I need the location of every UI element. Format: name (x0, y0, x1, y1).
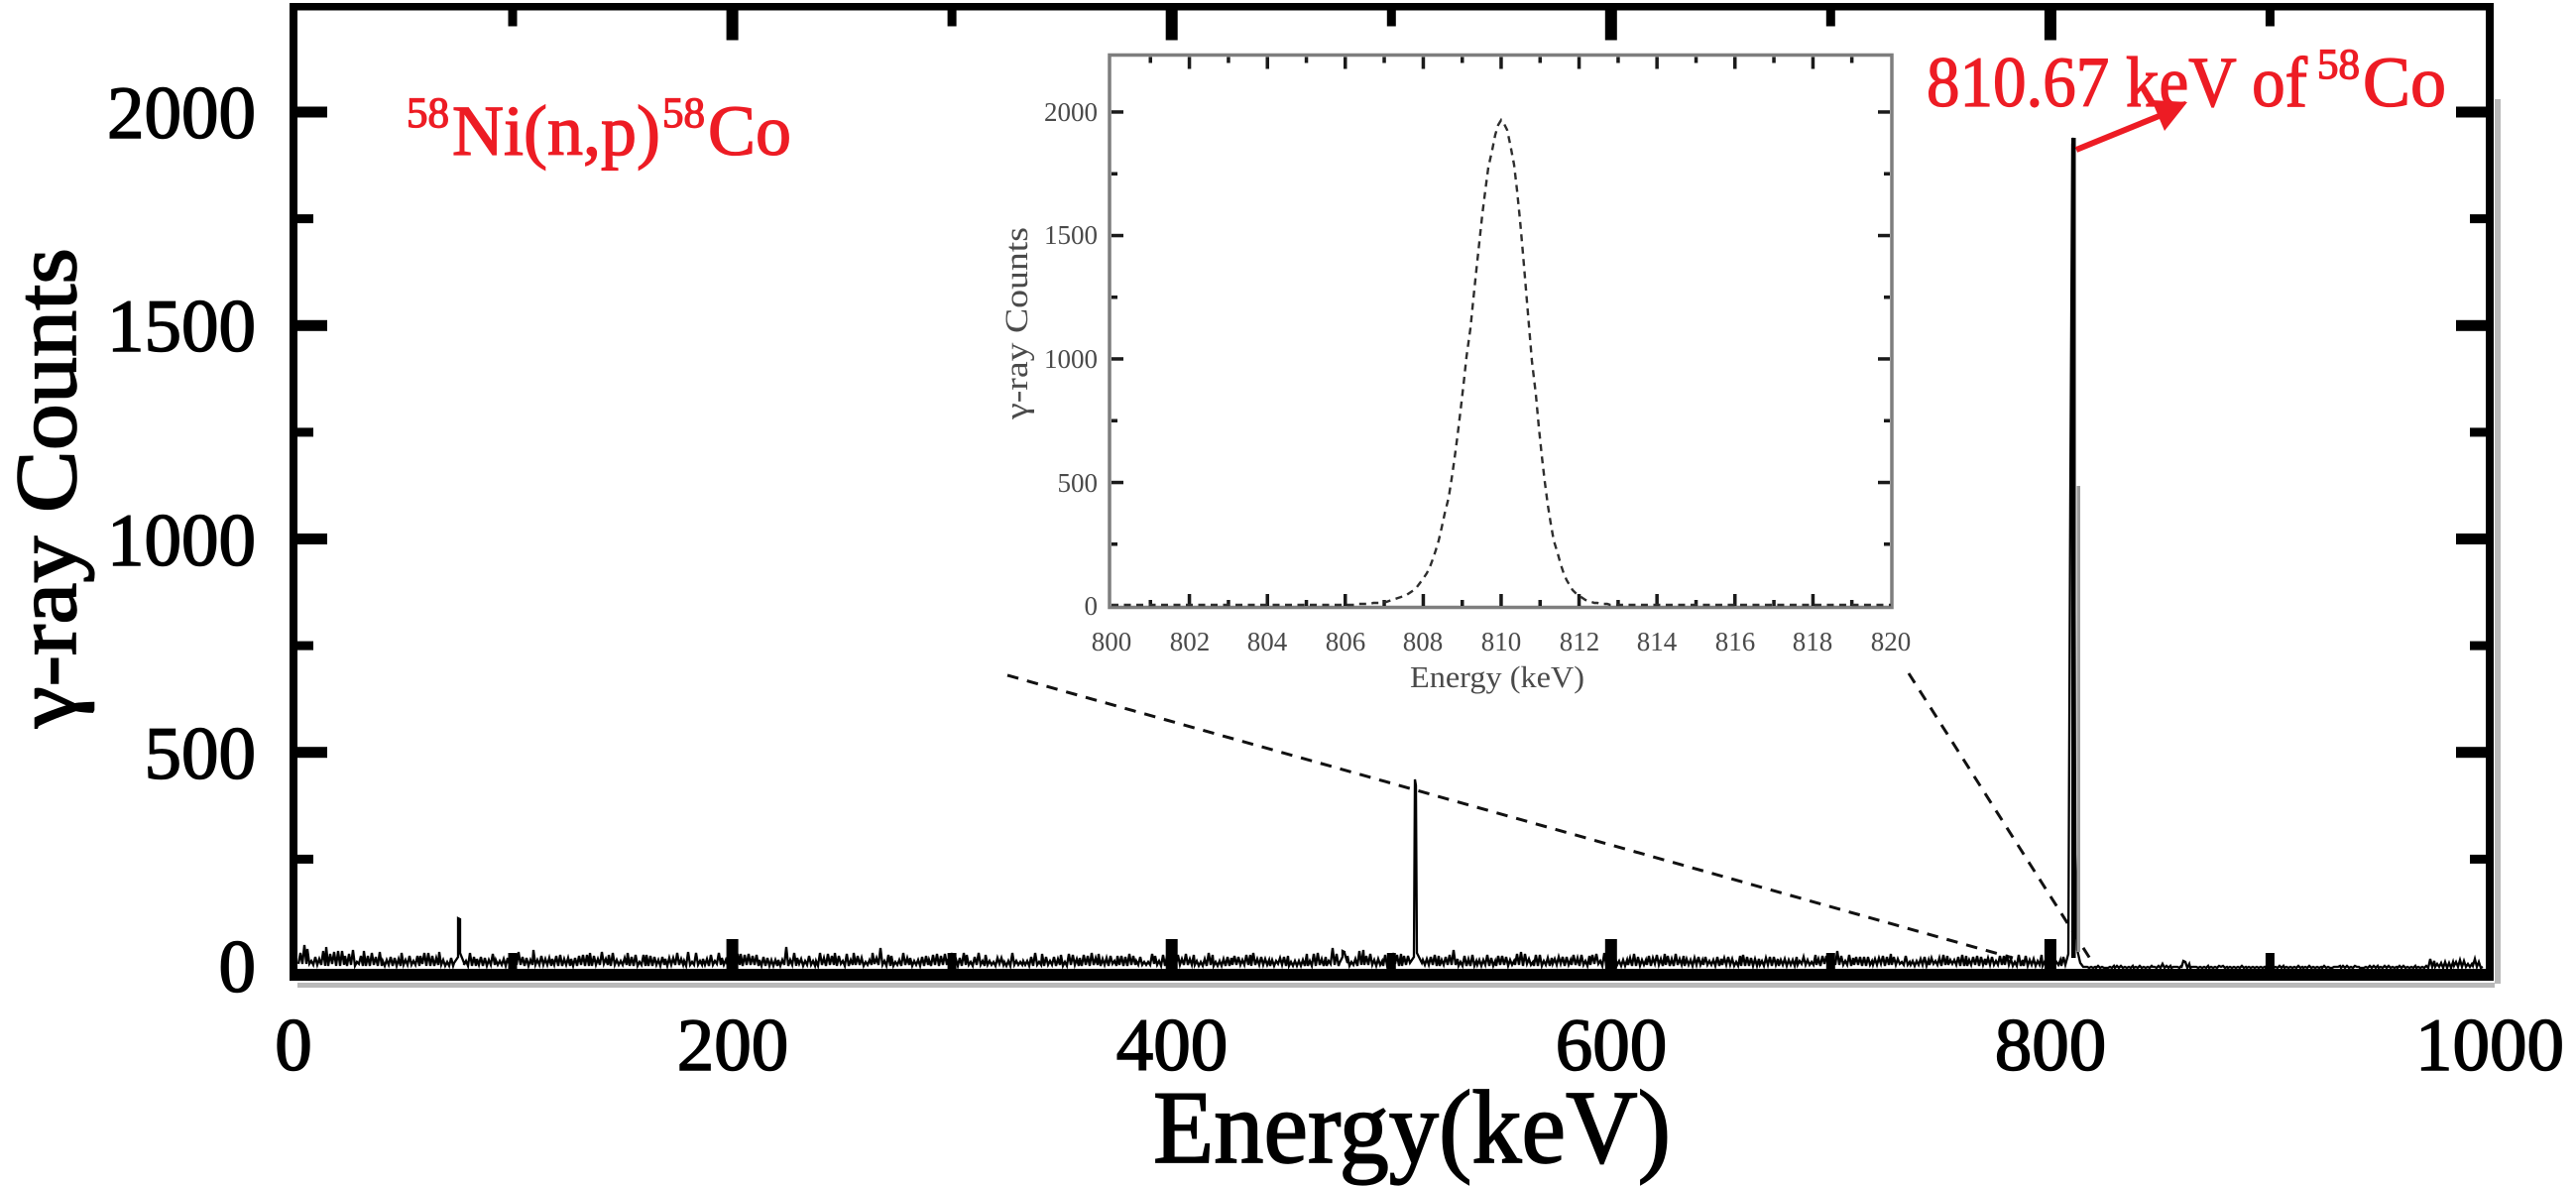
svg-text:820: 820 (1871, 627, 1912, 656)
svg-text:200: 200 (677, 1005, 789, 1087)
svg-text:1000: 1000 (1044, 344, 1098, 374)
svg-text:818: 818 (1793, 627, 1833, 656)
svg-text:812: 812 (1560, 627, 1600, 656)
svg-text:Ni(n,p): Ni(n,p) (452, 91, 660, 171)
svg-text:816: 816 (1715, 627, 1756, 656)
svg-text:1500: 1500 (107, 286, 256, 368)
svg-text:58: 58 (662, 90, 705, 137)
svg-text:808: 808 (1403, 627, 1444, 656)
svg-text:0: 0 (1085, 591, 1099, 621)
svg-text:800: 800 (1995, 1005, 2107, 1087)
svg-text:814: 814 (1637, 627, 1678, 656)
svg-text:500: 500 (145, 713, 257, 795)
svg-text:500: 500 (1058, 468, 1099, 498)
svg-text:810: 810 (1481, 627, 1522, 656)
svg-text:Energy (keV): Energy (keV) (1410, 659, 1584, 694)
svg-text:58: 58 (407, 90, 449, 137)
svg-text:804: 804 (1247, 627, 1288, 656)
svg-text:800: 800 (1092, 627, 1132, 656)
svg-text:810.67 keV of: 810.67 keV of (1927, 43, 2307, 122)
svg-text:58: 58 (2317, 42, 2360, 88)
svg-text:Co: Co (2363, 43, 2446, 122)
svg-text:γ-ray Counts: γ-ray Counts (0, 248, 95, 729)
svg-text:1500: 1500 (1044, 220, 1098, 250)
svg-text:0: 0 (219, 926, 257, 1008)
svg-text:Energy(keV): Energy(keV) (1153, 1069, 1671, 1185)
svg-text:400: 400 (1116, 1005, 1229, 1087)
svg-text:802: 802 (1170, 627, 1211, 656)
svg-text:Co: Co (708, 91, 791, 171)
svg-text:806: 806 (1326, 627, 1366, 656)
svg-text:0: 0 (275, 1005, 312, 1087)
svg-text:2000: 2000 (107, 72, 256, 155)
svg-text:2000: 2000 (1044, 97, 1098, 127)
svg-text:1000: 1000 (107, 500, 256, 582)
svg-text:600: 600 (1556, 1005, 1668, 1087)
svg-text:γ-ray Counts: γ-ray Counts (999, 227, 1035, 420)
svg-text:1000: 1000 (2415, 1005, 2564, 1087)
